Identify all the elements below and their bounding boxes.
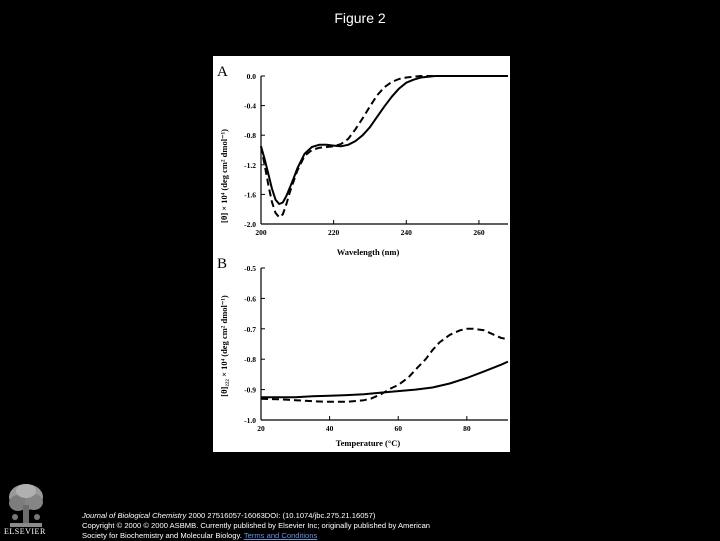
panel-a-xlabel: Wavelength (nm) [337, 247, 400, 257]
society-text: Society for Biochemistry and Molecular B… [82, 531, 242, 540]
panel-b-x-tick-label: 80 [463, 424, 471, 433]
citation-details: 2000 27516057-16063DOI: (10.1074/jbc.275… [186, 511, 376, 520]
panel-b-y-tick-label: -0.5 [244, 264, 256, 273]
panel-a-x-tick-label: 200 [255, 228, 267, 237]
elsevier-logo-icon [6, 481, 46, 531]
panel-a-y-tick-label: -2.0 [244, 220, 256, 229]
panel-b-ylabel: [θ]₂₂₂ × 10⁴ (deg cm² dmol⁻¹) [219, 295, 229, 397]
panel-a-label: A [217, 64, 228, 80]
panel-b-series-dashed-line [260, 327, 509, 403]
panel-a: A [θ] × 10⁴ (deg cm² dmol⁻¹) Wavelength … [217, 64, 508, 257]
panel-b-x-tick-label: 60 [394, 424, 402, 433]
copyright-line: Copyright © 2000 © 2000 ASBMB. Currently… [82, 521, 431, 530]
panel-a-ylabel: [θ] × 10⁴ (deg cm² dmol⁻¹) [219, 129, 229, 223]
panel-a-x-tick-label: 260 [473, 228, 485, 237]
figure-svg: A [θ] × 10⁴ (deg cm² dmol⁻¹) Wavelength … [217, 64, 509, 448]
panel-b-x-tick-label: 40 [326, 424, 334, 433]
panel-a-x-tick-label: 240 [401, 228, 413, 237]
publisher-wordmark: ELSEVIER [4, 527, 46, 536]
panel-b-xlabel: Temperature (°C) [336, 438, 401, 448]
panel-a-x-tick-label: 220 [328, 228, 340, 237]
panel-a-y-tick-label: 0.0 [247, 72, 257, 81]
panel-b-y-tick-label: -1.0 [244, 416, 256, 425]
terms-link[interactable]: Terms and Conditions [243, 531, 318, 540]
panel-a-series-solid-line [260, 75, 508, 205]
panel-b-y-tick-label: -0.7 [244, 325, 256, 334]
panel-b-y-tick-label: -0.6 [244, 294, 256, 303]
page-title: Figure 2 [334, 10, 386, 26]
panel-a-y-tick-label: -0.8 [244, 131, 256, 140]
figure-panel: A [θ] × 10⁴ (deg cm² dmol⁻¹) Wavelength … [213, 56, 510, 452]
panel-b-label: B [217, 256, 227, 272]
citation-block: Journal of Biological Chemistry 2000 275… [82, 511, 712, 541]
journal-name: Journal of Biological Chemistry [82, 511, 187, 520]
panel-a-y-tick-label: -1.2 [244, 161, 256, 170]
panel-b-y-tick-label: -0.8 [244, 355, 256, 364]
panel-b: B [θ]₂₂₂ × 10⁴ (deg cm² dmol⁻¹) Temperat… [217, 256, 509, 448]
panel-a-series-dashed-line [260, 75, 508, 219]
panel-b-series-solid-line [261, 360, 509, 399]
panel-b-x-tick-label: 20 [257, 424, 265, 433]
panel-a-y-tick-label: -1.6 [244, 190, 256, 199]
citation-line: Journal of Biological Chemistry 2000 275… [82, 511, 712, 521]
panel-a-y-tick-label: -0.4 [244, 102, 256, 111]
society-line: Society for Biochemistry and Molecular B… [82, 531, 712, 541]
panel-b-y-tick-label: -0.9 [244, 386, 256, 395]
